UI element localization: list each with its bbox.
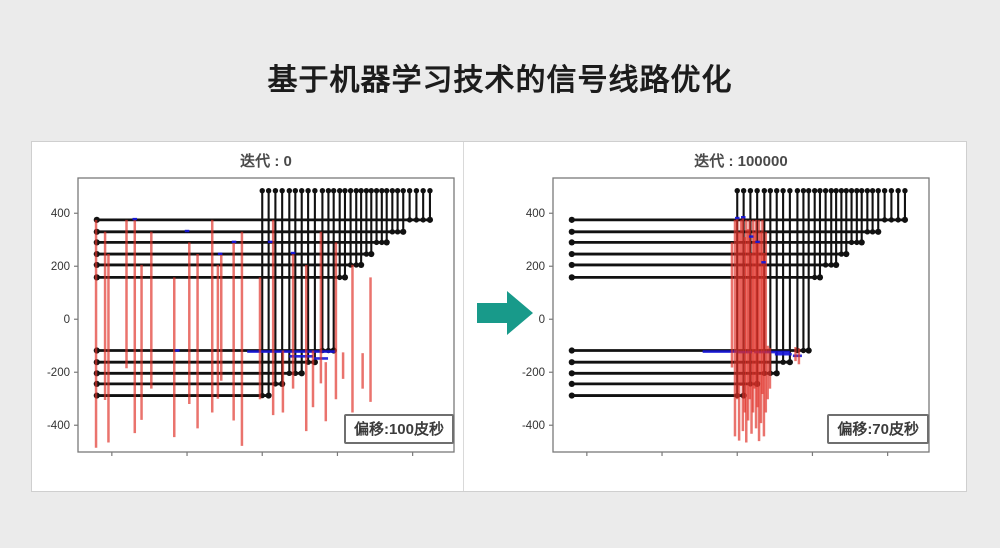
transform-arrow-icon — [477, 291, 533, 335]
svg-text:400: 400 — [51, 208, 70, 220]
panel-divider — [463, 142, 464, 491]
offset-annotation: 偏移:100皮秒 — [343, 414, 454, 444]
chart-iteration-100000: 迭代 : 100000 -4200-4000-3800-3600-3400-40… — [506, 141, 952, 492]
chart-iteration-0: 迭代 : 0 -4200-4000-3800-3600-3400-400-200… — [31, 141, 477, 492]
arrow-shape — [477, 291, 533, 335]
svg-text:0: 0 — [64, 314, 70, 326]
svg-text:400: 400 — [526, 208, 545, 220]
svg-text:200: 200 — [526, 261, 545, 273]
offset-annotation: 偏移:70皮秒 — [827, 414, 929, 444]
svg-text:-400: -400 — [522, 420, 545, 432]
chart-title: 迭代 : 100000 — [694, 153, 788, 170]
svg-text:-400: -400 — [47, 420, 70, 432]
svg-text:-200: -200 — [47, 367, 70, 379]
svg-text:200: 200 — [51, 261, 70, 273]
chart-title: 迭代 : 0 — [240, 153, 292, 170]
svg-text:-200: -200 — [522, 367, 545, 379]
page-title: 基于机器学习技术的信号线路优化 — [267, 64, 733, 97]
svg-text:0: 0 — [539, 314, 545, 326]
